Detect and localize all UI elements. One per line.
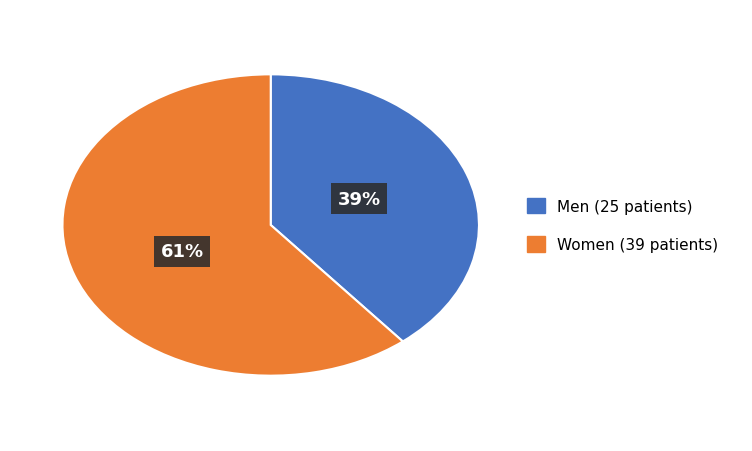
Wedge shape [271, 75, 479, 342]
Wedge shape [62, 75, 403, 376]
Text: 61%: 61% [161, 243, 204, 261]
Legend: Men (25 patients), Women (39 patients): Men (25 patients), Women (39 patients) [519, 190, 726, 261]
Text: 39%: 39% [338, 190, 381, 208]
